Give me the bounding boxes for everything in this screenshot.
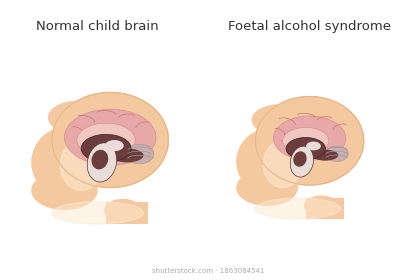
Ellipse shape [236,169,298,206]
Ellipse shape [293,151,307,167]
Bar [106,202,148,224]
Ellipse shape [283,127,329,154]
Ellipse shape [92,150,108,169]
Text: shutterstock.com · 1863084541: shutterstock.com · 1863084541 [152,269,264,274]
Text: Normal child brain: Normal child brain [37,20,159,32]
Text: Foetal alcohol syndrome: Foetal alcohol syndrome [228,20,391,32]
Ellipse shape [125,144,154,164]
Ellipse shape [263,141,302,188]
Ellipse shape [104,199,141,221]
Ellipse shape [37,145,54,152]
Ellipse shape [306,142,321,150]
Ellipse shape [31,171,98,210]
Ellipse shape [77,123,135,157]
Ellipse shape [325,146,348,162]
Ellipse shape [64,109,156,165]
Ellipse shape [304,195,339,216]
Ellipse shape [60,140,102,190]
Ellipse shape [52,202,144,224]
Ellipse shape [286,137,325,160]
Ellipse shape [87,143,116,182]
Ellipse shape [105,140,124,151]
Ellipse shape [312,150,338,161]
Ellipse shape [236,128,306,195]
Ellipse shape [273,116,346,160]
Ellipse shape [52,92,168,188]
Ellipse shape [48,101,106,134]
Bar [306,198,344,219]
Ellipse shape [242,145,258,152]
Ellipse shape [290,146,314,177]
Ellipse shape [81,134,131,162]
Ellipse shape [252,104,306,136]
Ellipse shape [255,198,341,219]
Ellipse shape [110,148,144,162]
Ellipse shape [31,126,106,199]
Ellipse shape [255,97,364,185]
